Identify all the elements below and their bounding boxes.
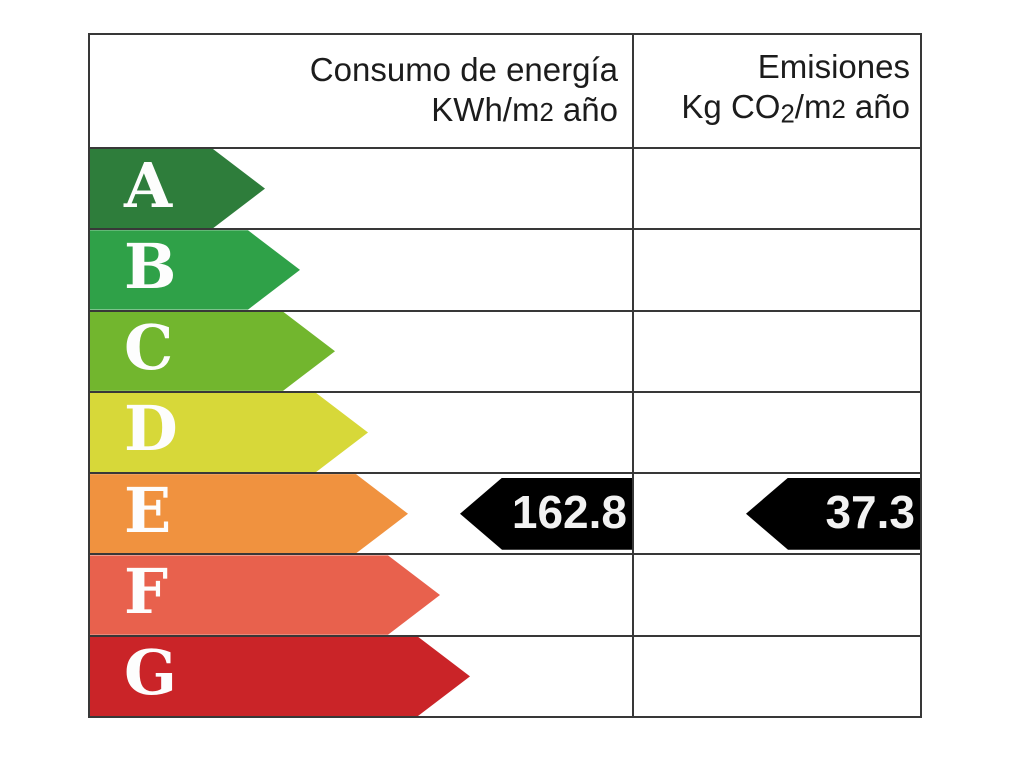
rating-arrow: F xyxy=(90,555,440,634)
consumption-value: 162.8 xyxy=(511,485,627,538)
rating-arrow: E xyxy=(90,474,408,553)
rating-arrow: A xyxy=(90,149,265,228)
emissions-title: Emisiones xyxy=(757,48,910,86)
rating-letter: D xyxy=(124,392,178,466)
rating-letter: B xyxy=(124,229,177,303)
rating-arrow: C xyxy=(90,312,335,391)
rating-row: B xyxy=(90,228,920,309)
rating-letter: F xyxy=(124,555,169,629)
table-header: Consumo de energía KWh/m2 año Emisiones … xyxy=(90,35,920,147)
rating-row: E 162.8 37.3 xyxy=(90,472,920,553)
emissions-unit: Kg CO2/m2 año xyxy=(634,87,910,135)
unit-segment: 2 xyxy=(780,100,795,129)
consumption-unit: KWh/m2 año xyxy=(90,90,618,133)
rating-row: G xyxy=(90,634,920,716)
unit-segment: 2 xyxy=(539,98,554,127)
rating-table: Consumo de energía KWh/m2 año Emisiones … xyxy=(88,33,922,718)
emissions-value-arrow: 37.3 xyxy=(746,477,920,550)
rating-letter: C xyxy=(124,311,174,385)
consumption-header-cell: Consumo de energía KWh/m2 año xyxy=(90,35,632,147)
rating-row: F xyxy=(90,553,920,634)
rating-row: A xyxy=(90,147,920,228)
consumption-value-arrow: 162.8 xyxy=(460,477,632,550)
rating-letter: A xyxy=(124,148,173,222)
rating-letter: G xyxy=(124,636,177,710)
rating-letter: E xyxy=(124,473,172,547)
unit-segment: año xyxy=(845,88,910,126)
unit-segment: KWh/m xyxy=(431,90,540,128)
unit-segment: año xyxy=(553,90,618,128)
unit-segment: 2 xyxy=(831,96,846,125)
column-divider xyxy=(632,35,634,716)
rating-row: C xyxy=(90,309,920,391)
consumption-title: Consumo de energía xyxy=(309,50,618,88)
emissions-header-cell: Emisiones Kg CO2/m2 año xyxy=(632,35,920,147)
unit-segment: /m xyxy=(794,88,832,126)
rating-arrow: G xyxy=(90,637,470,716)
rating-arrow: D xyxy=(90,393,368,472)
rating-arrow: B xyxy=(90,230,300,309)
rating-row: D xyxy=(90,390,920,472)
unit-segment: Kg CO xyxy=(681,88,781,126)
emissions-value: 37.3 xyxy=(825,485,915,538)
